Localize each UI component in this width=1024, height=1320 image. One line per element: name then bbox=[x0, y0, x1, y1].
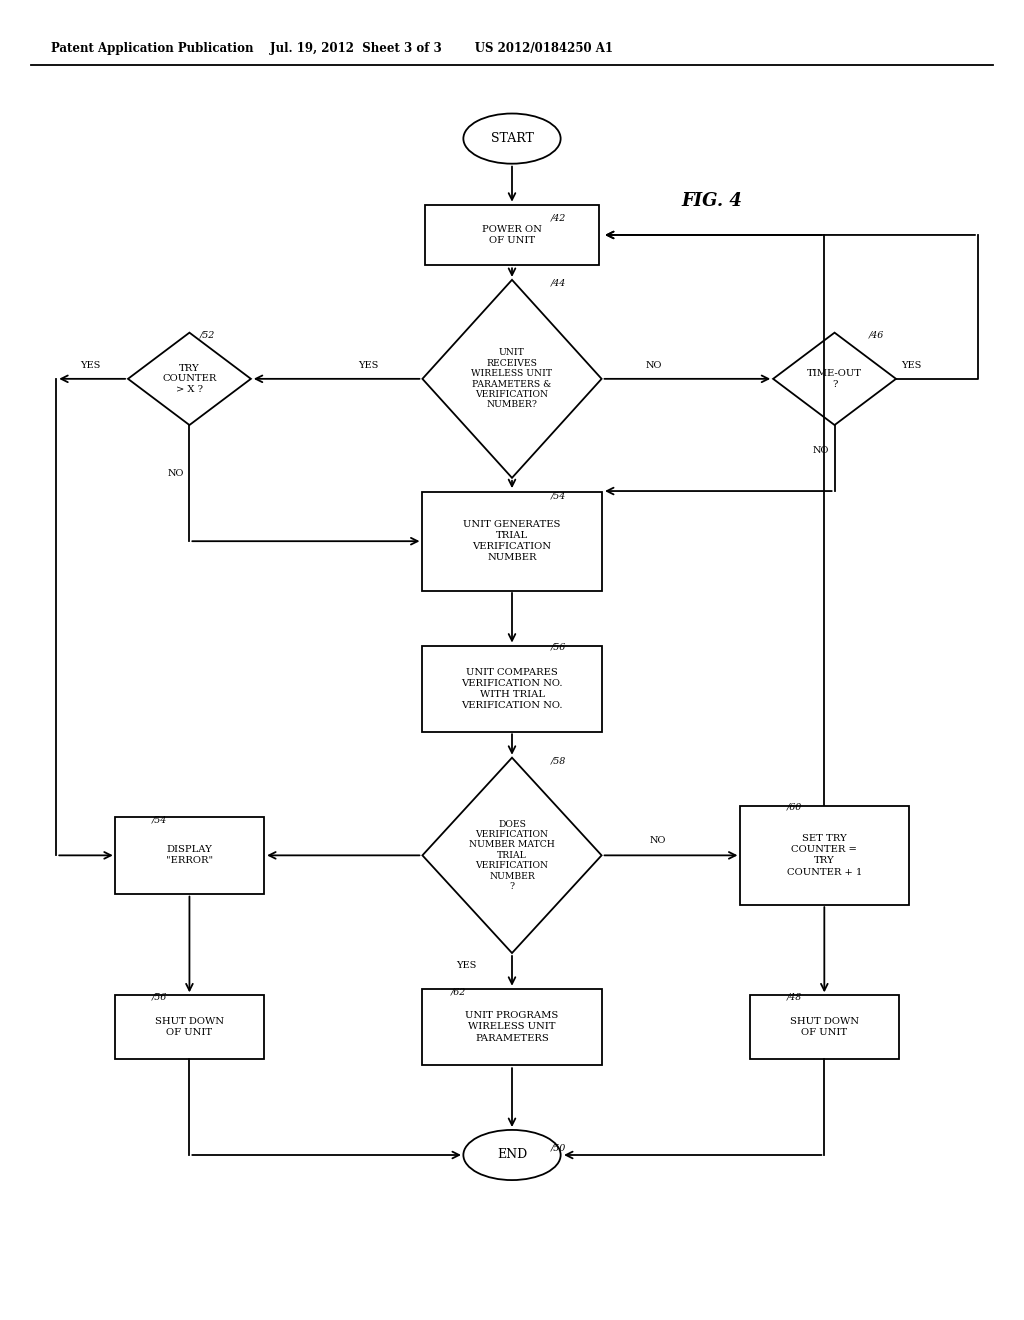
Ellipse shape bbox=[463, 114, 561, 164]
Text: START: START bbox=[490, 132, 534, 145]
Polygon shape bbox=[422, 280, 602, 478]
Text: /54: /54 bbox=[551, 491, 566, 500]
Text: /60: /60 bbox=[786, 803, 802, 812]
Text: END: END bbox=[497, 1148, 527, 1162]
Text: SHUT DOWN
OF UNIT: SHUT DOWN OF UNIT bbox=[790, 1016, 859, 1038]
Polygon shape bbox=[773, 333, 896, 425]
Text: SHUT DOWN
OF UNIT: SHUT DOWN OF UNIT bbox=[155, 1016, 224, 1038]
Polygon shape bbox=[128, 333, 251, 425]
Text: /52: /52 bbox=[200, 330, 215, 339]
Text: UNIT COMPARES
VERIFICATION NO.
WITH TRIAL
VERIFICATION NO.: UNIT COMPARES VERIFICATION NO. WITH TRIA… bbox=[461, 668, 563, 710]
Text: UNIT PROGRAMS
WIRELESS UNIT
PARAMETERS: UNIT PROGRAMS WIRELESS UNIT PARAMETERS bbox=[465, 1011, 559, 1043]
Text: NO: NO bbox=[645, 360, 662, 370]
Text: /46: /46 bbox=[868, 330, 884, 339]
Text: /56: /56 bbox=[152, 993, 167, 1002]
Text: YES: YES bbox=[358, 360, 379, 370]
Text: DOES
VERIFICATION
NUMBER MATCH
TRIAL
VERIFICATION
NUMBER
?: DOES VERIFICATION NUMBER MATCH TRIAL VER… bbox=[469, 820, 555, 891]
Bar bbox=[739, 805, 909, 906]
Text: /54: /54 bbox=[152, 816, 167, 825]
Bar bbox=[422, 989, 601, 1065]
Text: UNIT GENERATES
TRIAL
VERIFICATION
NUMBER: UNIT GENERATES TRIAL VERIFICATION NUMBER bbox=[463, 520, 561, 562]
Text: Patent Application Publication    Jul. 19, 2012  Sheet 3 of 3        US 2012/018: Patent Application Publication Jul. 19, … bbox=[51, 42, 613, 55]
Text: /58: /58 bbox=[551, 756, 566, 766]
Text: DISPLAY
"ERROR": DISPLAY "ERROR" bbox=[166, 845, 213, 866]
Text: NO: NO bbox=[649, 836, 666, 845]
Text: /50: /50 bbox=[551, 1144, 566, 1152]
Bar bbox=[422, 645, 601, 731]
Text: /44: /44 bbox=[551, 279, 566, 288]
Text: NO: NO bbox=[813, 446, 829, 455]
Text: TIME-OUT
?: TIME-OUT ? bbox=[807, 370, 862, 388]
Bar bbox=[115, 817, 264, 894]
Ellipse shape bbox=[463, 1130, 561, 1180]
Text: NO: NO bbox=[168, 469, 184, 478]
Text: YES: YES bbox=[901, 360, 922, 370]
Bar bbox=[422, 492, 601, 591]
Polygon shape bbox=[422, 758, 602, 953]
Text: FIG. 4: FIG. 4 bbox=[681, 191, 741, 210]
Bar bbox=[750, 995, 899, 1059]
Text: YES: YES bbox=[456, 961, 476, 970]
Text: /56: /56 bbox=[551, 643, 566, 652]
Text: TRY
COUNTER
> X ?: TRY COUNTER > X ? bbox=[162, 364, 217, 393]
Bar bbox=[115, 995, 264, 1059]
Bar bbox=[425, 205, 599, 265]
Text: UNIT
RECEIVES
WIRELESS UNIT
PARAMETERS &
VERIFICATION
NUMBER?: UNIT RECEIVES WIRELESS UNIT PARAMETERS &… bbox=[471, 348, 553, 409]
Text: SET TRY
COUNTER =
TRY
COUNTER + 1: SET TRY COUNTER = TRY COUNTER + 1 bbox=[786, 834, 862, 876]
Text: POWER ON
OF UNIT: POWER ON OF UNIT bbox=[482, 224, 542, 246]
Text: /48: /48 bbox=[786, 993, 802, 1002]
Text: /42: /42 bbox=[551, 214, 566, 223]
Text: YES: YES bbox=[80, 360, 100, 370]
Text: /62: /62 bbox=[451, 987, 466, 997]
